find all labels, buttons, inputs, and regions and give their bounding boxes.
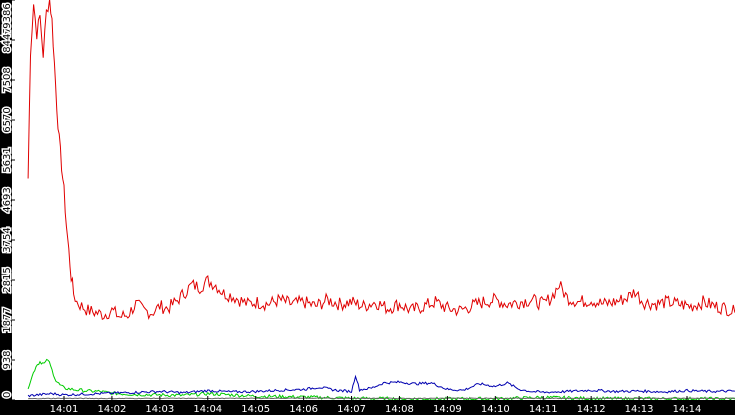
y-tick-label: 0 <box>2 392 13 398</box>
y-tick-label-halo: 6570 <box>2 107 13 132</box>
x-tick-label: 14:05 <box>241 404 270 415</box>
x-tick-label: 14:13 <box>625 404 654 415</box>
x-tick-label: 14:08 <box>385 404 414 415</box>
x-tick-label: 14:12 <box>577 404 606 415</box>
y-tick-label-halo: 9386 <box>2 3 13 28</box>
x-tick-label: 14:07 <box>337 404 366 415</box>
y-tick-label: 7508 <box>2 67 13 92</box>
y-tick-label: 1877 <box>2 307 13 332</box>
y-tick-label-halo: 8447 <box>2 27 13 52</box>
series-line-1 <box>27 358 735 402</box>
y-tick-layer: 0093893818771877281528153754375446934693… <box>1 0 15 401</box>
x-tick-label: 14:09 <box>433 404 462 415</box>
y-tick-label-halo: 3754 <box>2 227 13 252</box>
series-line-0 <box>27 0 735 321</box>
series-line-2 <box>27 374 735 398</box>
x-tick-label: 14:10 <box>481 404 510 415</box>
y-tick-label-halo: 5631 <box>2 147 13 172</box>
x-tick-label: 14:11 <box>529 404 558 415</box>
y-tick-label-halo: 4693 <box>2 187 13 212</box>
y-tick-label: 4693 <box>2 187 13 212</box>
y-tick-label: 6570 <box>2 107 13 132</box>
y-tick-label-halo: 2815 <box>2 267 13 292</box>
y-tick-label: 5631 <box>2 147 13 172</box>
x-tick-label: 14:14 <box>673 404 702 415</box>
y-tick-label-halo: 0 <box>2 392 13 398</box>
y-tick-label-halo: 1877 <box>2 307 13 332</box>
x-tick-label: 14:06 <box>289 404 318 415</box>
series-layer <box>27 0 735 402</box>
x-axis-bar <box>0 400 735 415</box>
x-tick-label: 14:01 <box>50 404 79 415</box>
y-tick-label: 9386 <box>2 3 13 28</box>
y-tick-label-halo: 7508 <box>2 67 13 92</box>
x-tick-label: 14:04 <box>193 404 222 415</box>
y-tick-label: 8447 <box>2 27 13 52</box>
x-tick-label: 14:02 <box>98 404 127 415</box>
y-tick-label: 2815 <box>2 267 13 292</box>
y-tick-label-halo: 938 <box>2 350 13 369</box>
y-tick-label: 938 <box>2 350 13 369</box>
series-line-3 <box>28 397 735 400</box>
y-tick-label: 3754 <box>2 227 13 252</box>
y-axis-bar <box>0 0 12 415</box>
x-tick-layer: 14:01 14:02 14:03 14:04 14:05 14:06 14:07 14:08… <box>50 396 702 415</box>
x-tick-label: 14:03 <box>145 404 174 415</box>
